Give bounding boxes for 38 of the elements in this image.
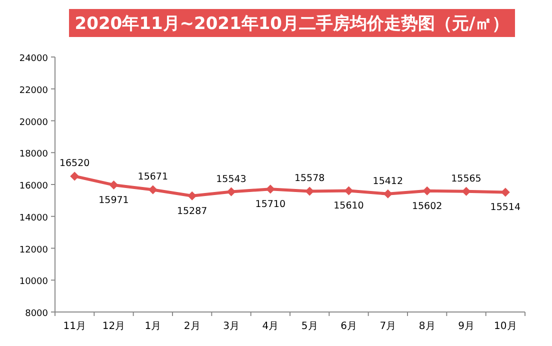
x-tick-label: 12月 — [102, 321, 126, 332]
point — [148, 185, 158, 194]
y-tick-label: 22000 — [19, 86, 48, 96]
data-label: 15578 — [294, 173, 325, 184]
x-tick-label: 9月 — [458, 321, 474, 332]
x-tick-label: 11月 — [63, 321, 86, 332]
data-label: 15287 — [176, 206, 208, 217]
data-label: 16520 — [59, 158, 90, 170]
x-tick-label: 5月 — [301, 321, 318, 332]
point — [109, 180, 118, 190]
x-tick-label: 7月 — [380, 321, 396, 332]
data-label: 15671 — [138, 172, 168, 183]
data-label: 15514 — [490, 202, 521, 214]
point — [70, 172, 80, 181]
y-tick-label: 18000 — [19, 150, 48, 160]
y-tick-label: 12000 — [19, 245, 48, 256]
y-tick-label: 10000 — [19, 277, 48, 288]
x-tick-label: 4月 — [262, 321, 279, 332]
chart-title: 2020年11月~2021年10月二手房均价走势图（元/㎡） — [74, 14, 510, 34]
y-tick-label: 16000 — [19, 182, 48, 192]
y-tick-label: 8000 — [25, 309, 48, 319]
x-tick-label: 10月 — [494, 321, 517, 332]
x-tick-label: 3月 — [223, 321, 240, 332]
data-label: 15710 — [255, 199, 286, 210]
y-tick-label: 14000 — [19, 213, 48, 224]
x-tick-label: 2月 — [184, 321, 200, 332]
data-label: 15610 — [334, 200, 364, 212]
data-label: 15602 — [412, 200, 442, 212]
data-label: 15543 — [216, 174, 246, 185]
x-tick-label: 6月 — [340, 321, 357, 332]
data-label: 15565 — [451, 173, 482, 184]
y-tick-label: 24000 — [19, 54, 48, 64]
y-tick-label: 20000 — [19, 118, 48, 128]
data-label: 15971 — [98, 194, 129, 206]
data-label: 15412 — [372, 176, 404, 187]
x-tick-label: 8月 — [418, 321, 436, 332]
title: 2020年11月~2021年10月二手房均价走势图（元/㎡） — [69, 9, 515, 37]
x-tick-label: 1月 — [144, 321, 162, 332]
